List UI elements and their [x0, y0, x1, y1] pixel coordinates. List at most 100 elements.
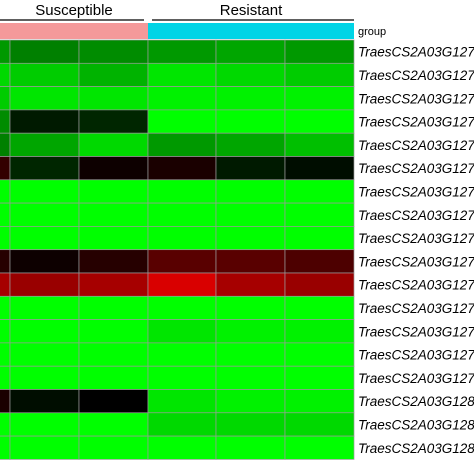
heatmap-cell — [78, 342, 149, 367]
heatmap-cell — [0, 179, 11, 204]
heatmap-cell — [284, 156, 355, 181]
row-label: TraesCS2A03G127 — [358, 68, 474, 83]
heatmap-cell — [284, 295, 355, 320]
heatmap-cell — [0, 62, 11, 87]
heatmap-cell — [9, 435, 80, 460]
heatmap-cell — [215, 132, 286, 157]
row-label: TraesCS2A03G127 — [358, 91, 474, 106]
heatmap-cell — [0, 86, 11, 111]
heatmap-cell — [284, 342, 355, 367]
heatmap-cell — [9, 132, 80, 157]
heatmap-cell — [147, 272, 217, 297]
heatmap-cell — [0, 365, 11, 390]
heatmap-cell — [78, 109, 149, 134]
heatmap-cell — [147, 249, 217, 274]
heatmap-cell — [147, 62, 217, 87]
column-label: R-K18 — [300, 472, 338, 474]
heatmap-cell — [9, 226, 80, 251]
heatmap-cell — [0, 435, 11, 460]
row-label: TraesCS2A03G128 — [358, 417, 474, 432]
heatmap-cell — [147, 39, 217, 64]
heatmap-cell — [78, 295, 149, 320]
heatmap-cell — [78, 62, 149, 87]
heatmap-cell — [0, 249, 11, 274]
row-label: TraesCS2A03G127 — [358, 138, 474, 153]
row-label: TraesCS2A03G127 — [358, 208, 474, 223]
heatmap-cell — [9, 179, 80, 204]
column-label: PI306540 — [153, 472, 211, 474]
column-label: S-E14 — [95, 472, 133, 474]
heatmap-cell — [0, 132, 11, 157]
heatmap-cell — [284, 86, 355, 111]
heatmap-cell — [147, 86, 217, 111]
heatmap-cell — [284, 365, 355, 390]
heatmap-cell — [284, 412, 355, 437]
row-labels: TraesCS2A03G127 TraesCS2A03G127 TraesCS2A0… — [358, 45, 474, 456]
group-bar-segment — [148, 23, 354, 39]
heatmap-cell — [78, 226, 149, 251]
heatmap-cell — [78, 435, 149, 460]
heatmap-cell — [215, 86, 286, 111]
heatmap-cell — [215, 435, 286, 460]
group-header-label: Susceptible — [35, 2, 113, 19]
heatmap-cell — [147, 412, 217, 437]
heatmap-cell — [284, 319, 355, 344]
heatmap-cell — [78, 365, 149, 390]
row-label: TraesCS2A03G127 — [358, 371, 474, 386]
heatmap-cell — [284, 226, 355, 251]
heatmap-cell — [78, 412, 149, 437]
row-label: TraesCS2A03G127 — [358, 161, 474, 176]
row-label: TraesCS2A03G127 — [358, 115, 474, 130]
heatmap-cell — [9, 202, 80, 227]
heatmap-cell — [215, 365, 286, 390]
row-label: TraesCS2A03G127 — [358, 301, 474, 316]
heatmap-cell — [215, 249, 286, 274]
heatmap-cell — [78, 272, 149, 297]
heatmap-cell — [9, 389, 80, 414]
heatmap-cell — [215, 39, 286, 64]
group-bar-segment — [0, 23, 148, 39]
heatmap-cell — [0, 202, 11, 227]
heatmap-cell — [9, 412, 80, 437]
heatmap-cells — [0, 39, 355, 460]
heatmap-cell — [215, 62, 286, 87]
row-label: TraesCS2A03G127 — [358, 254, 474, 269]
heatmap-cell — [0, 342, 11, 367]
heatmap-cell — [78, 86, 149, 111]
heatmap-cell — [78, 39, 149, 64]
heatmap-cell — [147, 342, 217, 367]
heatmap-cell — [78, 132, 149, 157]
heatmap-cell — [9, 156, 80, 181]
heatmap-cell — [215, 319, 286, 344]
row-label: TraesCS2A03G127 — [358, 45, 474, 60]
heatmap-cell — [215, 272, 286, 297]
heatmap-cell — [78, 249, 149, 274]
heatmap-cell — [284, 435, 355, 460]
heatmap-cell — [147, 435, 217, 460]
row-label: TraesCS2A03G128 — [358, 441, 474, 456]
heatmap-cell — [147, 179, 217, 204]
heatmap-cell — [9, 249, 80, 274]
row-label: TraesCS2A03G127 — [358, 278, 474, 293]
heatmap-cell — [147, 109, 217, 134]
column-label: R-F14 — [232, 472, 270, 474]
heatmap-cell — [0, 156, 11, 181]
row-label: TraesCS2A03G127 — [358, 348, 474, 363]
heatmap-cell — [0, 319, 11, 344]
heatmap-cell — [78, 319, 149, 344]
heatmap-cell — [284, 202, 355, 227]
heatmap-cell — [284, 249, 355, 274]
heatmap-cell — [0, 389, 11, 414]
heatmap-cell — [284, 389, 355, 414]
row-label: TraesCS2A03G127 — [358, 324, 474, 339]
heatmap-cell — [9, 39, 80, 64]
heatmap-cell — [9, 319, 80, 344]
heatmap-cell — [147, 132, 217, 157]
heatmap-cell — [215, 295, 286, 320]
group-header-labels: Susceptible Resistant — [0, 2, 354, 21]
heatmap-cell — [215, 202, 286, 227]
heatmap-cell — [9, 365, 80, 390]
heatmap-cell — [147, 389, 217, 414]
heatmap-cell — [215, 389, 286, 414]
heatmap-cell — [284, 62, 355, 87]
